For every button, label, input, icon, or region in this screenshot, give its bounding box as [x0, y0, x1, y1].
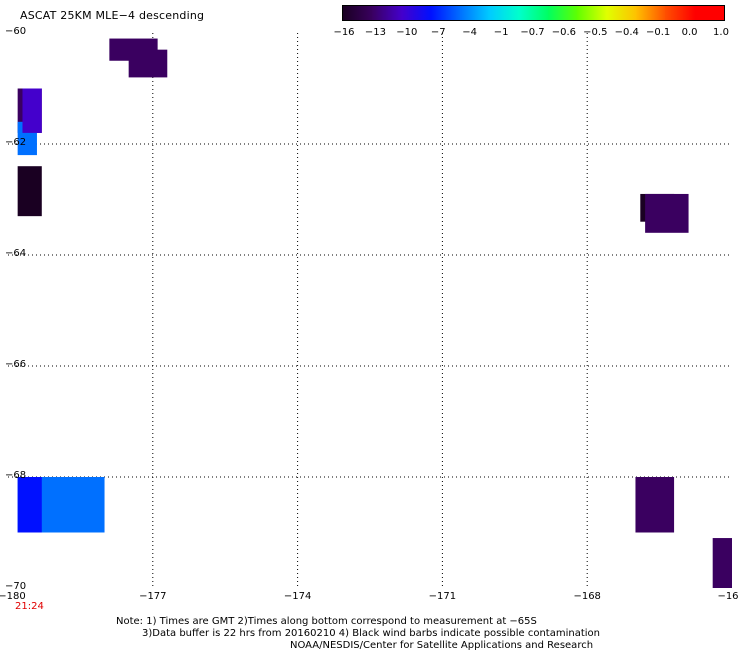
figure-title: ASCAT 25KM MLE−4 descending: [20, 9, 205, 22]
longitude-label: −16: [717, 591, 739, 602]
color-scale-tick-label: −0.6: [551, 27, 577, 38]
gridlines: [8, 33, 732, 588]
color-scale-tick-label: −4: [462, 27, 478, 38]
note-line-3: NOAA/NESDIS/Center for Satellite Applica…: [290, 640, 594, 651]
color-scale-tick-label: −10: [396, 27, 418, 38]
data-cell: [635, 477, 675, 533]
color-scale-tick-label: 1.0: [713, 27, 729, 38]
color-scale-tick-label: −0.4: [614, 27, 639, 38]
data-cell: [712, 538, 732, 588]
latitude-label: −66: [5, 359, 27, 370]
color-scale-tick-label: −0.5: [583, 27, 608, 38]
color-scale-segment: [577, 6, 608, 20]
color-scale-tick-label: 0.0: [681, 27, 698, 38]
color-scale-segment: [372, 6, 403, 20]
color-scale-segment: [518, 6, 549, 20]
longitude-label: −174: [283, 591, 312, 602]
color-scale-tick-label: −0.1: [646, 27, 671, 38]
data-cells: [17, 38, 732, 588]
color-scale-segment: [489, 6, 520, 20]
data-cell: [128, 49, 168, 78]
longitude-label: −168: [573, 591, 601, 602]
color-scale-segment: [694, 6, 725, 20]
time-label: 21:24: [15, 601, 44, 612]
longitude-label: −177: [139, 591, 167, 602]
color-scale-tick-label: −0.7: [520, 27, 545, 38]
color-scale-tick-label: −16: [333, 27, 355, 38]
longitude-label: −171: [428, 591, 457, 602]
latitude-label: −62: [5, 137, 27, 148]
color-scale-segment: [665, 6, 696, 20]
map-plot-area: [8, 33, 732, 588]
color-scale-segment: [430, 6, 461, 20]
latitude-label: −68: [5, 470, 27, 481]
data-cell: [645, 193, 689, 233]
color-scale-segment: [343, 6, 373, 20]
data-cell: [22, 88, 42, 133]
color-scale-tick-label: −1: [493, 27, 509, 38]
note-line-2: 3)Data buffer is 22 hrs from 20160210 4)…: [142, 628, 600, 639]
color-scale-bar: [342, 5, 725, 21]
latitude-label: −70: [5, 581, 27, 592]
latitude-label: −60: [5, 26, 27, 37]
color-scale-segment: [460, 6, 491, 20]
color-scale-segment: [401, 6, 432, 20]
data-cell: [17, 477, 42, 533]
color-scale-tick-label: −13: [364, 27, 386, 38]
color-scale-segment: [548, 6, 578, 20]
longitude-label: −180: [0, 591, 26, 602]
latitude-label: −64: [5, 248, 27, 259]
color-scale-tick-label: −7: [430, 27, 446, 38]
note-line-1: Note: 1) Times are GMT 2)Times along bot…: [116, 616, 537, 627]
color-scale-segment: [606, 6, 637, 20]
color-scale-segment: [636, 6, 666, 20]
data-cell: [17, 166, 42, 217]
